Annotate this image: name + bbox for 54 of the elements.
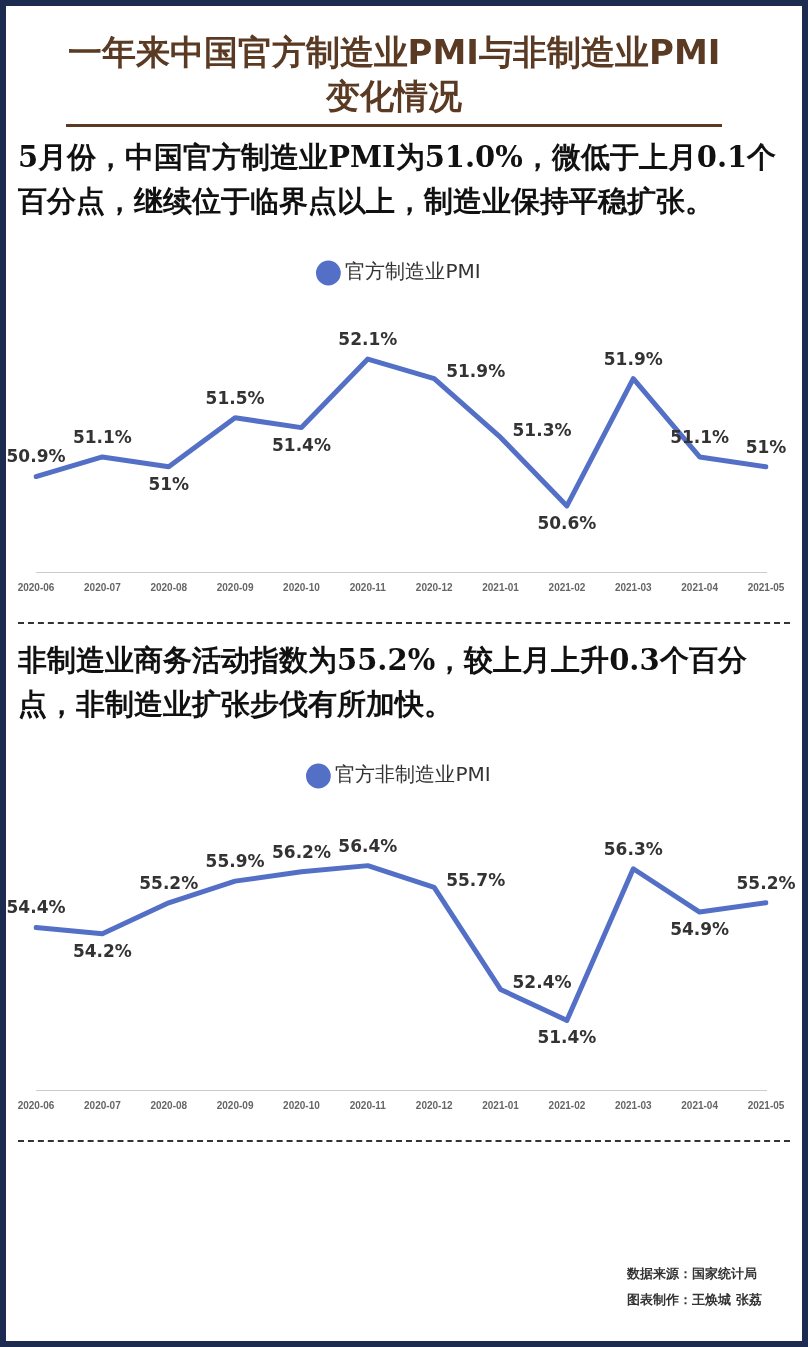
x-tick-label: 2020-06	[17, 581, 55, 593]
x-tick-label: 2020-08	[150, 581, 188, 593]
data-label: 50.6%	[537, 512, 597, 533]
x-tick-label: 2021-02	[548, 1099, 586, 1111]
x-tick-label: 2021-01	[482, 581, 520, 593]
x-tick-label: 2021-05	[747, 581, 785, 593]
x-tick-label: 2020-07	[84, 581, 122, 593]
data-label: 51.9%	[603, 348, 663, 369]
legend-label: 官方非制造业PMI	[335, 762, 491, 787]
data-label: 51.9%	[446, 361, 506, 382]
data-label: 54.4%	[6, 897, 66, 918]
data-label: 55.7%	[446, 869, 506, 890]
x-tick-label: 2020-11	[349, 1099, 387, 1111]
x-tick-label: 2021-02	[548, 581, 586, 593]
x-tick-label: 2020-07	[84, 1099, 122, 1111]
legend-label: 官方制造业PMI	[345, 259, 481, 284]
chart-title: 一年来中国官方制造业PMI与非制造业PMI变化情况	[66, 30, 722, 127]
data-label: 56.2%	[271, 841, 331, 862]
x-tick-label: 2021-03	[614, 1099, 653, 1111]
x-tick-label: 2021-01	[482, 1099, 520, 1111]
data-label: 51%	[745, 436, 787, 457]
x-tick-label: 2021-04	[681, 1099, 719, 1111]
data-label: 55.9%	[205, 851, 265, 872]
data-label: 51%	[148, 473, 190, 494]
data-label: 51.4%	[537, 1027, 597, 1048]
data-label: 55.2%	[139, 872, 199, 893]
x-tick-label: 2020-08	[150, 1099, 188, 1111]
source-note: 数据来源：国家统计局	[627, 1265, 759, 1283]
chart-subtitle: 5月份，中国官方制造业PMI为51.0%，微低于上月0.1个百分点，继续位于临界点以上，制造业保持平稳扩张。	[18, 139, 778, 220]
text: 图表制作：王焕城 张荔	[627, 1291, 762, 1309]
data-label: 52.1%	[338, 329, 398, 349]
x-tick-label: 2021-05	[747, 1099, 785, 1111]
chart-subtitle: 非制造业商务活动指数为55.2%，较上月上升0.3个百分点，非制造业扩张步伐有所加快。	[18, 642, 748, 723]
x-tick-label: 2020-10	[283, 581, 321, 593]
x-tick-label: 2020-12	[415, 581, 453, 593]
data-label: 56.3%	[603, 838, 663, 859]
x-tick-label: 2021-03	[614, 581, 653, 593]
data-label: 51.5%	[205, 387, 265, 408]
data-label: 50.9%	[6, 446, 66, 467]
data-label: 51.4%	[271, 434, 331, 455]
x-tick-label: 2020-09	[216, 1099, 254, 1111]
x-tick-label: 2020-09	[216, 581, 254, 593]
data-label: 51.3%	[512, 419, 572, 440]
x-tick-label: 2020-06	[17, 1099, 55, 1111]
x-tick-label: 2021-04	[681, 581, 719, 593]
data-label: 52.4%	[512, 971, 572, 992]
data-label: 56.4%	[338, 835, 398, 856]
data-label: 51.1%	[72, 426, 132, 447]
x-tick-label: 2020-12	[415, 1099, 453, 1111]
data-label: 55.2%	[736, 872, 796, 893]
data-label: 54.2%	[72, 940, 132, 961]
x-tick-label: 2020-11	[349, 581, 387, 593]
data-label: 54.9%	[670, 918, 730, 939]
x-tick-label: 2020-10	[283, 1099, 321, 1111]
